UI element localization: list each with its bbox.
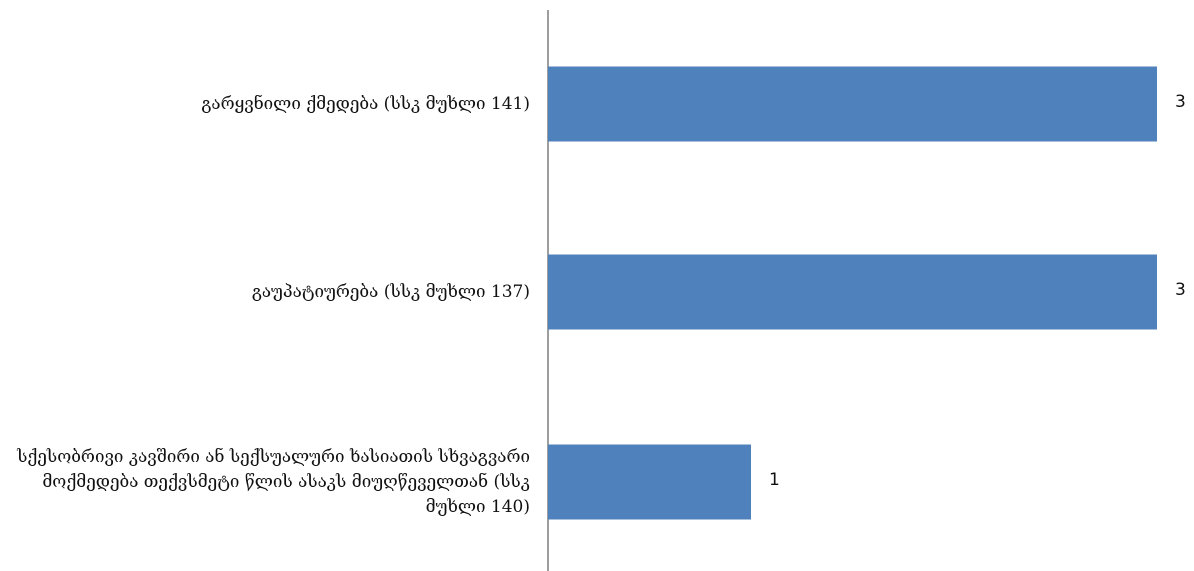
category-label-2: გაუპატიურება (სსკ მუხლი 137) <box>0 280 530 305</box>
category-label-3: სქესობრივი კავშირი ან სექსუალური ხასიათი… <box>0 445 530 520</box>
bar-1 <box>548 67 1157 142</box>
bar-3 <box>548 445 751 520</box>
data-label-3: 1 <box>769 470 780 490</box>
bar-2 <box>548 255 1157 330</box>
data-label-2: 3 <box>1175 280 1186 300</box>
category-label-1: გარყვნილი ქმედება (სსკ მუხლი 141) <box>0 92 530 117</box>
data-label-1: 3 <box>1175 92 1186 112</box>
